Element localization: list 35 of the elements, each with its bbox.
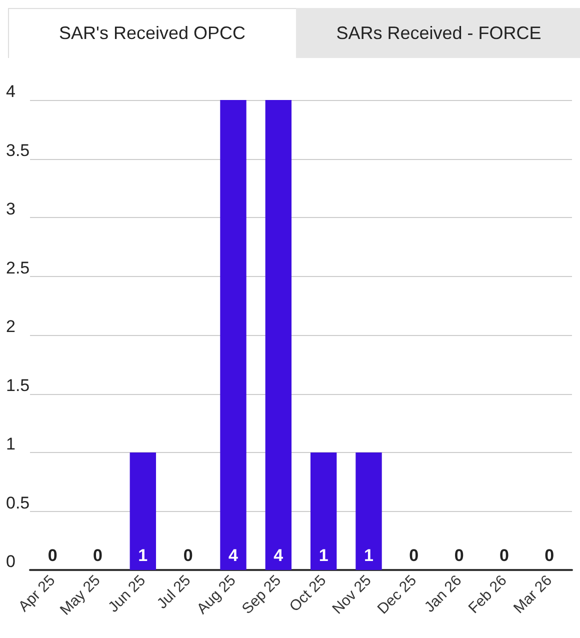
data-label: 4 bbox=[274, 546, 284, 565]
data-label: 0 bbox=[454, 546, 464, 565]
y-tick-label: 4 bbox=[6, 82, 16, 101]
y-tick-label: 1 bbox=[6, 434, 16, 454]
y-tick-label: 2.5 bbox=[6, 258, 30, 278]
y-tick-label: 2 bbox=[6, 317, 16, 336]
text: SARs Received - FORCE bbox=[335, 22, 542, 44]
data-label: 1 bbox=[318, 546, 328, 565]
x-tick-label: Oct 25 bbox=[286, 572, 330, 616]
x-tick-label: Sep 25 bbox=[238, 572, 284, 618]
data-label: 0 bbox=[183, 546, 193, 565]
x-tick-label: Feb 26 bbox=[465, 572, 510, 617]
data-label: 0 bbox=[93, 546, 102, 565]
y-tick-label: 3.5 bbox=[6, 140, 30, 160]
x-tick-label: Jan 26 bbox=[421, 572, 466, 616]
data-label: 1 bbox=[138, 546, 148, 565]
y-tick-label: 0 bbox=[6, 552, 16, 571]
data-label: 0 bbox=[48, 546, 58, 565]
x-tick-label: Dec 25 bbox=[374, 572, 420, 618]
x-tick-label: Nov 25 bbox=[329, 572, 375, 618]
data-label: 1 bbox=[364, 546, 374, 565]
y-tick-label: 3 bbox=[6, 200, 16, 218]
y-tick-label: 0.5 bbox=[6, 493, 30, 512]
data-label: 4 bbox=[228, 546, 239, 565]
x-tick-label: Jun 25 bbox=[105, 572, 149, 616]
data-label: 0 bbox=[544, 546, 554, 565]
x-tick-label: Mar 26 bbox=[510, 572, 556, 617]
data-label: 0 bbox=[409, 546, 419, 565]
data-label: 0 bbox=[500, 546, 509, 565]
x-tick-label: May 25 bbox=[56, 572, 104, 619]
x-tick-label: Jul 25 bbox=[154, 572, 194, 612]
x-tick-label: Aug 25 bbox=[194, 572, 240, 618]
chart-title: SAR's Received OPCC bbox=[8, 8, 296, 58]
y-tick-label: 1.5 bbox=[6, 376, 30, 395]
x-tick-label: Apr 25 bbox=[15, 572, 59, 616]
